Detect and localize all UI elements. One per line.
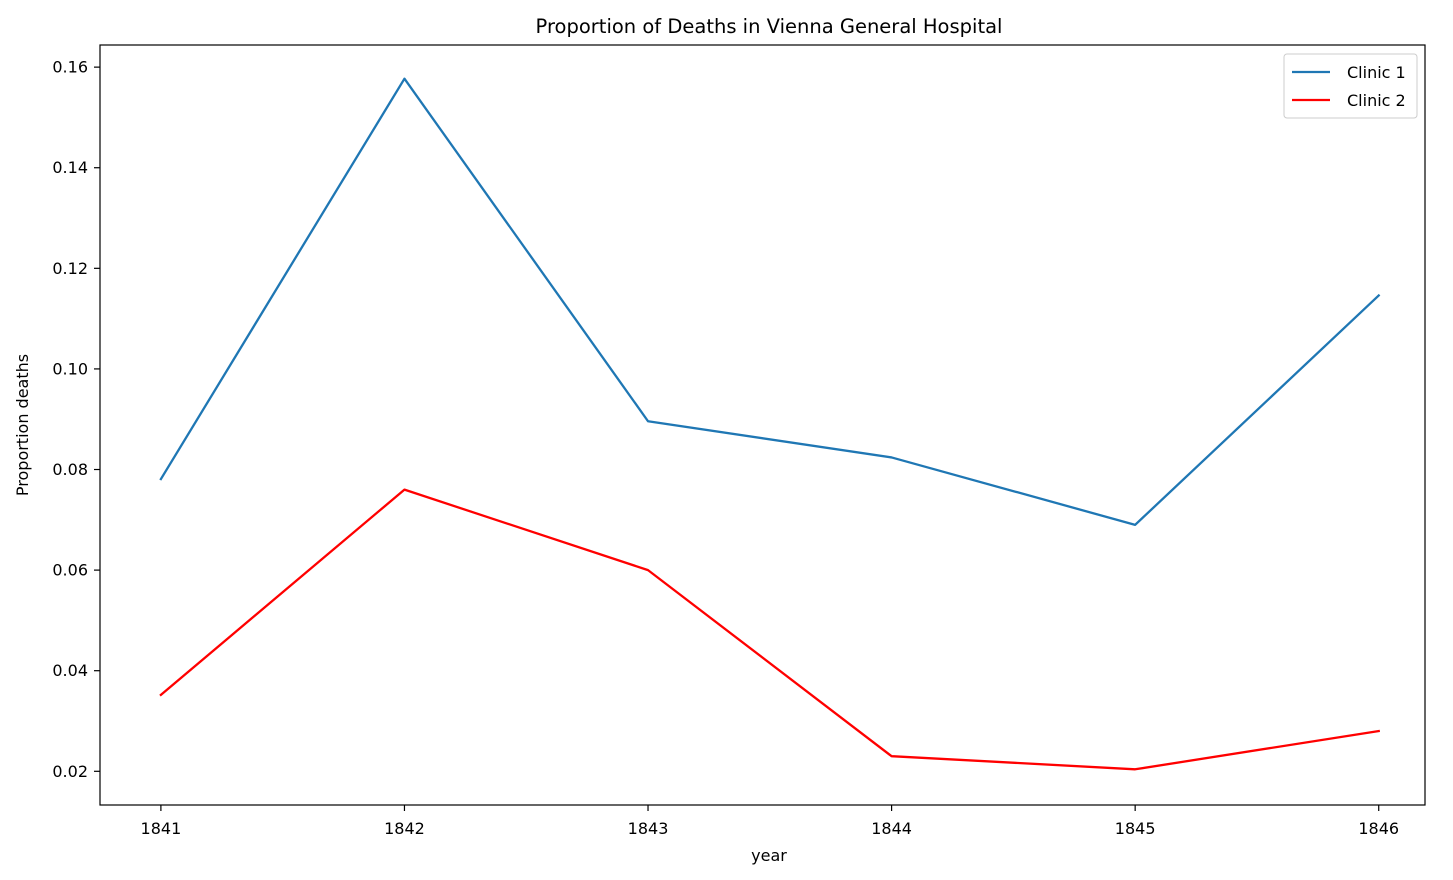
y-tick-label: 0.12	[52, 259, 88, 278]
y-tick-label: 0.06	[52, 561, 88, 580]
x-tick-label: 1845	[1115, 819, 1156, 838]
x-tick-label: 1846	[1358, 819, 1399, 838]
y-tick-label: 0.14	[52, 158, 88, 177]
y-axis-ticks: 0.02 0.04 0.06 0.08 0.10 0.12 0.14 0.16	[52, 58, 100, 781]
legend-frame	[1283, 53, 1418, 119]
y-tick-label: 0.16	[52, 58, 88, 77]
series-line-clinic-2	[159, 488, 1381, 771]
plot-area-frame	[99, 44, 1426, 806]
series-layer	[159, 77, 1381, 771]
legend: Clinic 1 Clinic 2	[1283, 53, 1418, 119]
y-tick-label: 0.10	[52, 359, 88, 378]
y-tick-label: 0.04	[52, 661, 88, 680]
series-line-clinic-1	[159, 77, 1381, 526]
x-tick-label: 1841	[141, 819, 182, 838]
legend-label: Clinic 1	[1347, 63, 1406, 82]
x-tick-label: 1843	[628, 819, 669, 838]
y-tick-label: 0.02	[52, 762, 88, 781]
x-tick-label: 1842	[384, 819, 425, 838]
y-tick-label: 0.08	[52, 460, 88, 479]
chart-title: Proportion of Deaths in Vienna General H…	[536, 15, 1003, 38]
x-axis-label: year	[751, 846, 787, 865]
x-axis-ticks: 1841 1842 1843 1844 1845 1846	[141, 805, 1399, 838]
x-tick-label: 1844	[871, 819, 912, 838]
legend-label: Clinic 2	[1347, 91, 1406, 110]
y-axis-label: Proportion deaths	[13, 354, 32, 496]
